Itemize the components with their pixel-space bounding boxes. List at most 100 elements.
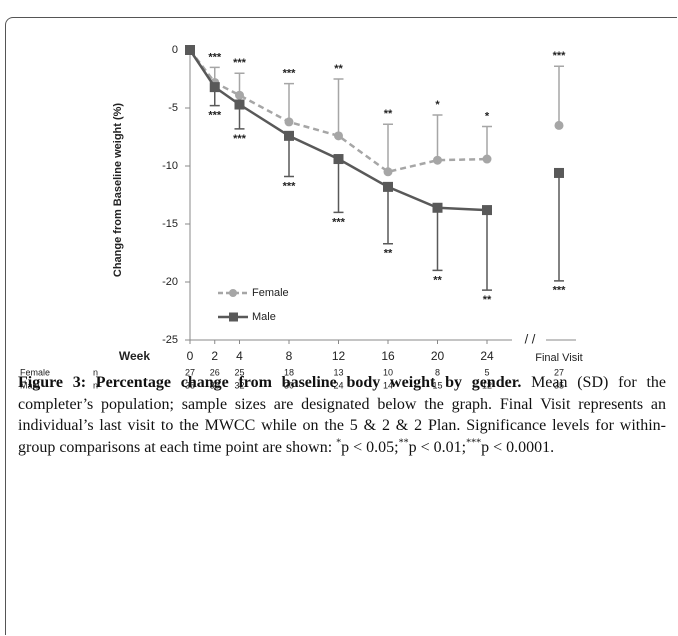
x-tick-label: 12 [332, 349, 346, 363]
significance-label: ** [334, 63, 343, 75]
x-axis-label: Week [119, 349, 150, 363]
significance-label: * [435, 99, 440, 111]
y-tick-label: 0 [172, 44, 178, 56]
n-value: 25 [234, 367, 244, 377]
data-point [185, 45, 195, 55]
footnote-text: p < 0.0001. [481, 438, 555, 456]
final-point [554, 120, 564, 130]
n-value: 27 [554, 367, 564, 377]
caption-label: Figure 3: Percentage change from baselin… [18, 374, 522, 391]
significance-label: ** [483, 294, 492, 306]
significance-label: *** [283, 180, 297, 192]
significance-label: *** [332, 216, 346, 228]
data-point [209, 82, 220, 93]
n-value: 13 [333, 367, 343, 377]
n-row-label: Male [20, 380, 40, 390]
n-value: 30 [284, 380, 294, 390]
data-point [383, 167, 393, 177]
data-point [482, 205, 492, 216]
error-bar [284, 135, 294, 178]
footnote-mark: *** [466, 437, 482, 449]
significance-label: *** [233, 57, 247, 69]
footnotes: *p < 0.05;**p < 0.01;***p < 0.0001. [336, 437, 555, 456]
n-value: 32 [234, 380, 244, 390]
data-point [433, 155, 442, 165]
footnote-text: p < 0.01; [408, 438, 467, 456]
y-tick-label: -15 [162, 218, 178, 230]
significance-label: * [485, 110, 490, 122]
n-label: n [93, 380, 98, 390]
caption-text: Mean (SD) for the completer’s population… [18, 374, 666, 456]
error-bar [333, 159, 344, 214]
y-tick-label: -25 [162, 334, 178, 346]
significance-label: *** [283, 68, 297, 80]
caption: Figure 3: Percentage change from baselin… [18, 372, 666, 458]
data-point [235, 90, 244, 100]
error-bar [482, 125, 492, 160]
significance-label: *** [553, 285, 567, 297]
n-value: 10 [383, 367, 393, 377]
chart: Change from Baseline weight (%) Week / /… [20, 44, 583, 390]
significance-label: ** [433, 274, 442, 286]
error-bar [432, 207, 443, 272]
n-row-label: Female [20, 367, 50, 377]
data-point [334, 131, 343, 141]
data-point [284, 117, 294, 127]
error-bar [333, 78, 344, 136]
footnote-mark: * [336, 437, 342, 449]
n-value: 14 [383, 380, 393, 390]
error-bar [554, 65, 564, 126]
data-point [432, 202, 443, 213]
n-label: n [93, 367, 98, 377]
final-visit-label: Final Visit [535, 352, 582, 364]
significance-label: *** [208, 110, 222, 122]
significance-label: ** [384, 248, 393, 260]
n-value: 12 [482, 380, 492, 390]
error-bar [482, 210, 492, 291]
error-bar [383, 123, 393, 172]
x-tick-label: 0 [187, 349, 194, 363]
x-tick-label: 16 [381, 349, 395, 363]
significance-label: ** [384, 108, 393, 120]
error-bar [554, 172, 564, 282]
error-bar [284, 82, 294, 122]
n-value: 5 [484, 367, 489, 377]
data-point [333, 154, 344, 165]
n-value: 30 [210, 380, 220, 390]
final-point [554, 167, 564, 178]
y-axis-label: Change from Baseline weight (%) [112, 103, 124, 278]
data-point [284, 130, 294, 141]
x-tick-label: 4 [236, 349, 243, 363]
data-point [482, 154, 492, 164]
y-tick-label: -20 [162, 276, 178, 288]
error-bar [432, 114, 443, 161]
y-tick-label: -10 [162, 160, 178, 172]
n-value: 8 [435, 367, 440, 377]
n-value: 35 [554, 380, 564, 390]
axis-break: / / [525, 331, 536, 346]
x-tick-label: 24 [480, 349, 494, 363]
footnote-text: p < 0.05; [341, 438, 399, 456]
error-bar [383, 186, 393, 245]
data-point [383, 181, 393, 192]
significance-label: *** [233, 133, 247, 145]
n-value: 27 [185, 367, 195, 377]
y-tick-label: -5 [168, 102, 178, 114]
n-value: 35 [185, 380, 195, 390]
x-tick-label: 2 [211, 349, 218, 363]
x-tick-label: 20 [431, 349, 445, 363]
n-value: 15 [432, 380, 442, 390]
legend-label: Female [252, 287, 289, 299]
legend-label: Male [252, 311, 276, 323]
legend-marker [229, 312, 238, 322]
significance-label: *** [208, 51, 222, 63]
n-value: 26 [210, 367, 220, 377]
n-value: 24 [333, 380, 343, 390]
legend-marker [229, 289, 237, 297]
significance-label: *** [553, 50, 567, 62]
data-point [234, 99, 245, 110]
x-tick-label: 8 [286, 349, 293, 363]
figure-frame [5, 17, 677, 635]
footnote-mark: ** [398, 437, 409, 449]
